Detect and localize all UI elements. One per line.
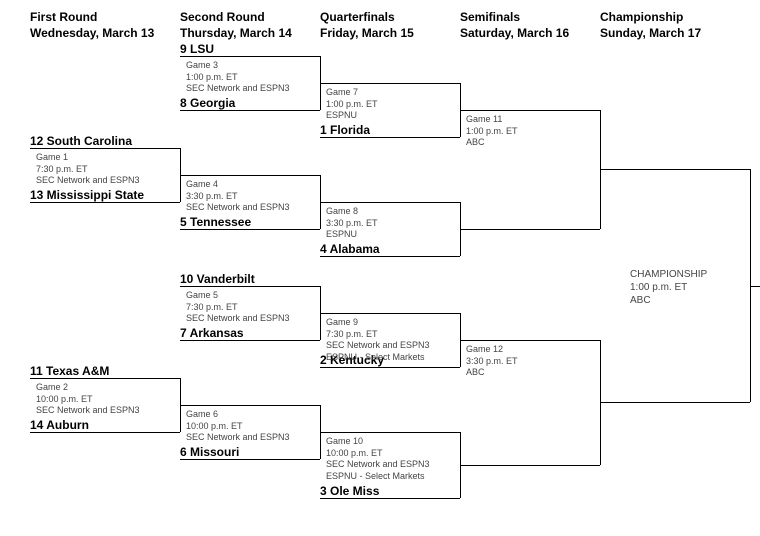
col-header-5: ChampionshipSunday, March 17 xyxy=(600,10,701,41)
bracket-line xyxy=(180,175,320,176)
game-info: Game 610:00 p.m. ETSEC Network and ESPN3 xyxy=(186,409,290,444)
bracket-line xyxy=(180,340,320,341)
game-info: Game 43:30 p.m. ETSEC Network and ESPN3 xyxy=(186,179,290,214)
game-info: Game 210:00 p.m. ETSEC Network and ESPN3 xyxy=(36,382,140,417)
bracket-line xyxy=(30,432,180,433)
game-info: Game 57:30 p.m. ETSEC Network and ESPN3 xyxy=(186,290,290,325)
bracket-line xyxy=(320,202,460,203)
bracket-line xyxy=(320,313,460,314)
bracket-line xyxy=(320,137,460,138)
game-info: Game 97:30 p.m. ETSEC Network and ESPN3E… xyxy=(326,317,430,364)
bracket-line xyxy=(180,56,320,57)
team-label: 4 Alabama xyxy=(320,242,380,256)
team-label: 12 South Carolina xyxy=(30,134,132,148)
bracket-line xyxy=(320,256,460,257)
col-header-4: SemifinalsSaturday, March 16 xyxy=(460,10,569,41)
team-label: 6 Missouri xyxy=(180,445,239,459)
team-label: 10 Vanderbilt xyxy=(180,272,255,286)
bracket-line xyxy=(320,432,460,433)
game-info: Game 71:00 p.m. ETESPNU xyxy=(326,87,378,122)
game-info: Game 123:30 p.m. ETABC xyxy=(466,344,518,379)
bracket-line xyxy=(600,169,750,170)
bracket-line xyxy=(460,465,600,466)
team-label: 14 Auburn xyxy=(30,418,89,432)
bracket-line xyxy=(320,498,460,499)
game-info: Game 111:00 p.m. ETABC xyxy=(466,114,518,149)
team-label: 11 Texas A&M xyxy=(30,364,109,378)
game-info: Game 31:00 p.m. ETSEC Network and ESPN3 xyxy=(186,60,290,95)
game-info: Game 17:30 p.m. ETSEC Network and ESPN3 xyxy=(36,152,140,187)
bracket-line xyxy=(460,340,600,341)
bracket-line xyxy=(750,286,760,287)
team-label: 9 LSU xyxy=(180,42,214,56)
game-info: Game 83:30 p.m. ETESPNU xyxy=(326,206,378,241)
team-label: 3 Ole Miss xyxy=(320,484,379,498)
bracket-line xyxy=(180,405,320,406)
bracket-line xyxy=(320,83,460,84)
col-header-1: First RoundWednesday, March 13 xyxy=(30,10,154,41)
team-label: 8 Georgia xyxy=(180,96,235,110)
bracket-line xyxy=(180,229,320,230)
bracket-line xyxy=(30,378,180,379)
team-label: 13 Mississippi State xyxy=(30,188,144,202)
bracket-line xyxy=(30,148,180,149)
col-header-3: QuarterfinalsFriday, March 15 xyxy=(320,10,414,41)
bracket-line xyxy=(320,367,460,368)
bracket-line xyxy=(460,229,600,230)
col-header-2: Second RoundThursday, March 14 xyxy=(180,10,292,41)
game-info: Game 1010:00 p.m. ETSEC Network and ESPN… xyxy=(326,436,430,483)
team-label: 7 Arkansas xyxy=(180,326,244,340)
bracket-line xyxy=(460,110,600,111)
bracket-line xyxy=(180,286,320,287)
championship-label: CHAMPIONSHIP1:00 p.m. ETABC xyxy=(630,268,707,307)
bracket-line xyxy=(180,459,320,460)
team-label: 5 Tennessee xyxy=(180,215,251,229)
bracket-line xyxy=(600,402,750,403)
bracket-line xyxy=(180,110,320,111)
bracket-connector xyxy=(600,169,601,170)
bracket-line xyxy=(30,202,180,203)
team-label: 1 Florida xyxy=(320,123,370,137)
bracket-connector xyxy=(600,402,601,403)
